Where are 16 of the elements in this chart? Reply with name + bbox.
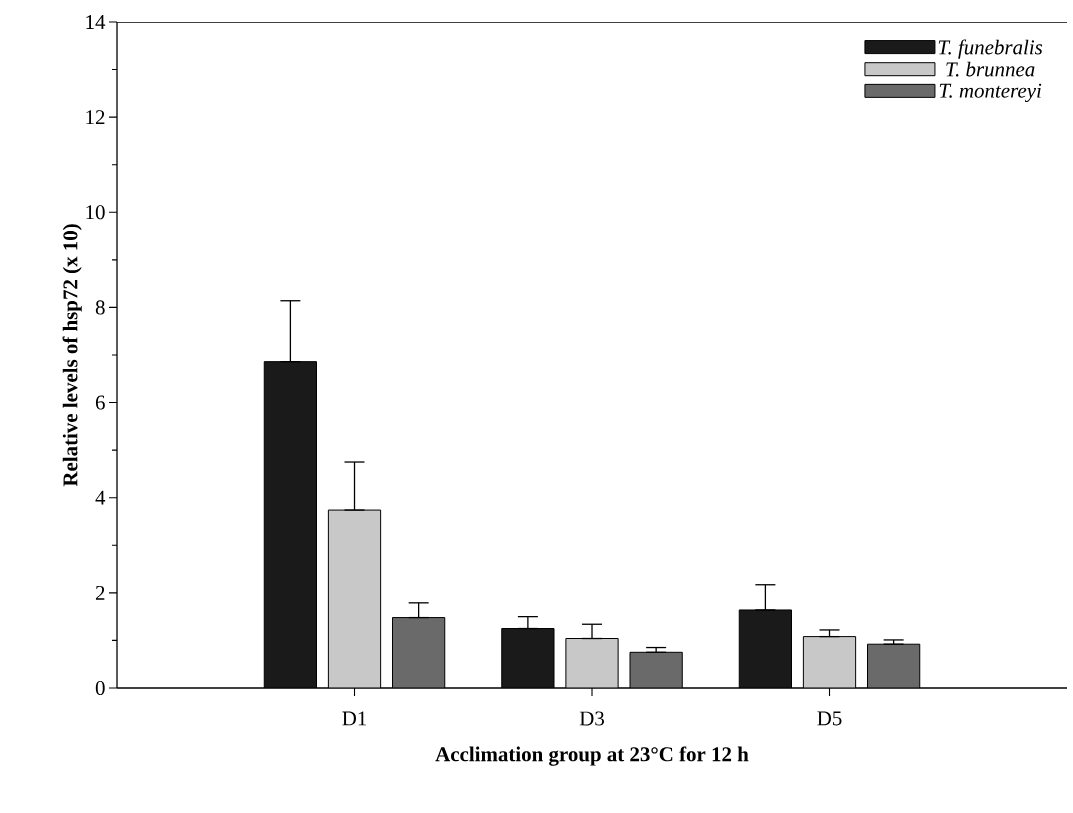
y-tick-label: 14 (86, 15, 106, 29)
x-tick-label: D3 (579, 711, 604, 726)
legend-label: T. funebralis (938, 39, 1043, 59)
y-tick-label: 0 (95, 680, 105, 696)
x-axis-title: Acclimation group at 23°C for 12 h (435, 746, 749, 766)
y-tick-label: 6 (95, 395, 105, 410)
y-axis-title: Relative levels of hsp72 (x 10) (62, 224, 82, 487)
x-tick-label: D1 (342, 711, 367, 726)
y-tick-label: 8 (95, 300, 105, 315)
y-tick-label: 12 (86, 110, 105, 125)
legend-label: T. montereyi (939, 83, 1042, 103)
y-tick-label: 10 (86, 205, 105, 220)
x-tick-label: D5 (817, 711, 842, 726)
y-tick-label: 4 (95, 490, 106, 505)
legend-label: T. brunnea (946, 61, 1035, 77)
y-tick-label: 2 (95, 585, 105, 600)
